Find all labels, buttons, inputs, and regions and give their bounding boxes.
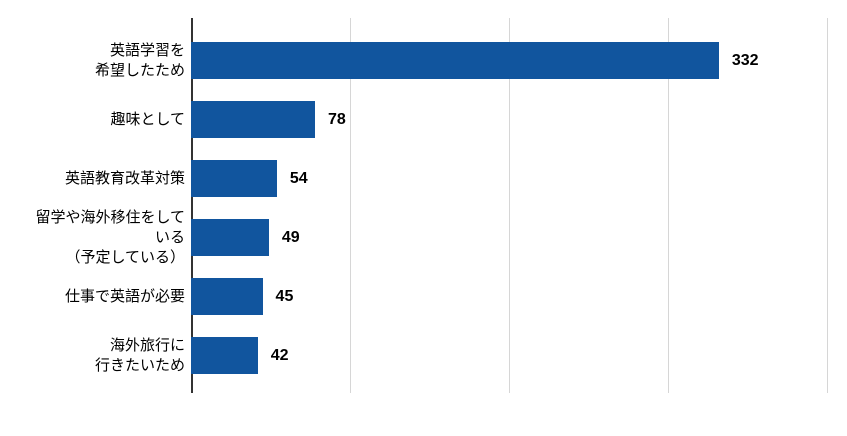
bar-track: 49 (191, 219, 827, 256)
category-label: 趣味として (110, 110, 185, 128)
value-label: 49 (281, 228, 300, 246)
bar (191, 101, 316, 138)
bar-track: 45 (191, 278, 827, 315)
bar-row: 仕事で英語が必要 45 (0, 267, 847, 326)
bar-row: 趣味として 78 (0, 90, 847, 149)
bar-row: 留学や海外移住をして いる （予定している） 49 (0, 208, 847, 267)
bar-row: 海外旅行に 行きたいため 42 (0, 326, 847, 385)
category-label: 海外旅行に 行きたいため (94, 336, 185, 374)
gridline (668, 18, 669, 393)
value-label: 42 (270, 346, 289, 364)
value-label: 45 (275, 287, 294, 305)
category-label: 英語学習を 希望したため (94, 41, 185, 79)
plot-area (191, 18, 828, 393)
gridline (509, 18, 510, 393)
y-axis-line (191, 18, 193, 393)
category-label: 留学や海外移住をして いる （予定している） (35, 208, 185, 266)
bar-track: 54 (191, 160, 827, 197)
bar (191, 160, 277, 197)
value-label: 54 (289, 169, 308, 187)
bar (191, 42, 719, 79)
category-label: 仕事で英語が必要 (64, 287, 185, 305)
bar (191, 219, 269, 256)
bar-track: 332 (191, 42, 827, 79)
bar-row: 英語教育改革対策 54 (0, 149, 847, 208)
bar-track: 78 (191, 101, 827, 138)
bar-track: 42 (191, 337, 827, 374)
bar (191, 337, 258, 374)
gridline (350, 18, 351, 393)
bar-rows: 英語学習を 希望したため 332 趣味として 78 英語教育改革対策 54 留学… (0, 31, 847, 385)
value-label: 78 (328, 110, 346, 128)
bar-row: 英語学習を 希望したため 332 (0, 31, 847, 90)
category-label: 英語教育改革対策 (64, 169, 185, 187)
bar (191, 278, 263, 315)
value-label: 332 (731, 51, 759, 69)
gridline (827, 18, 828, 393)
